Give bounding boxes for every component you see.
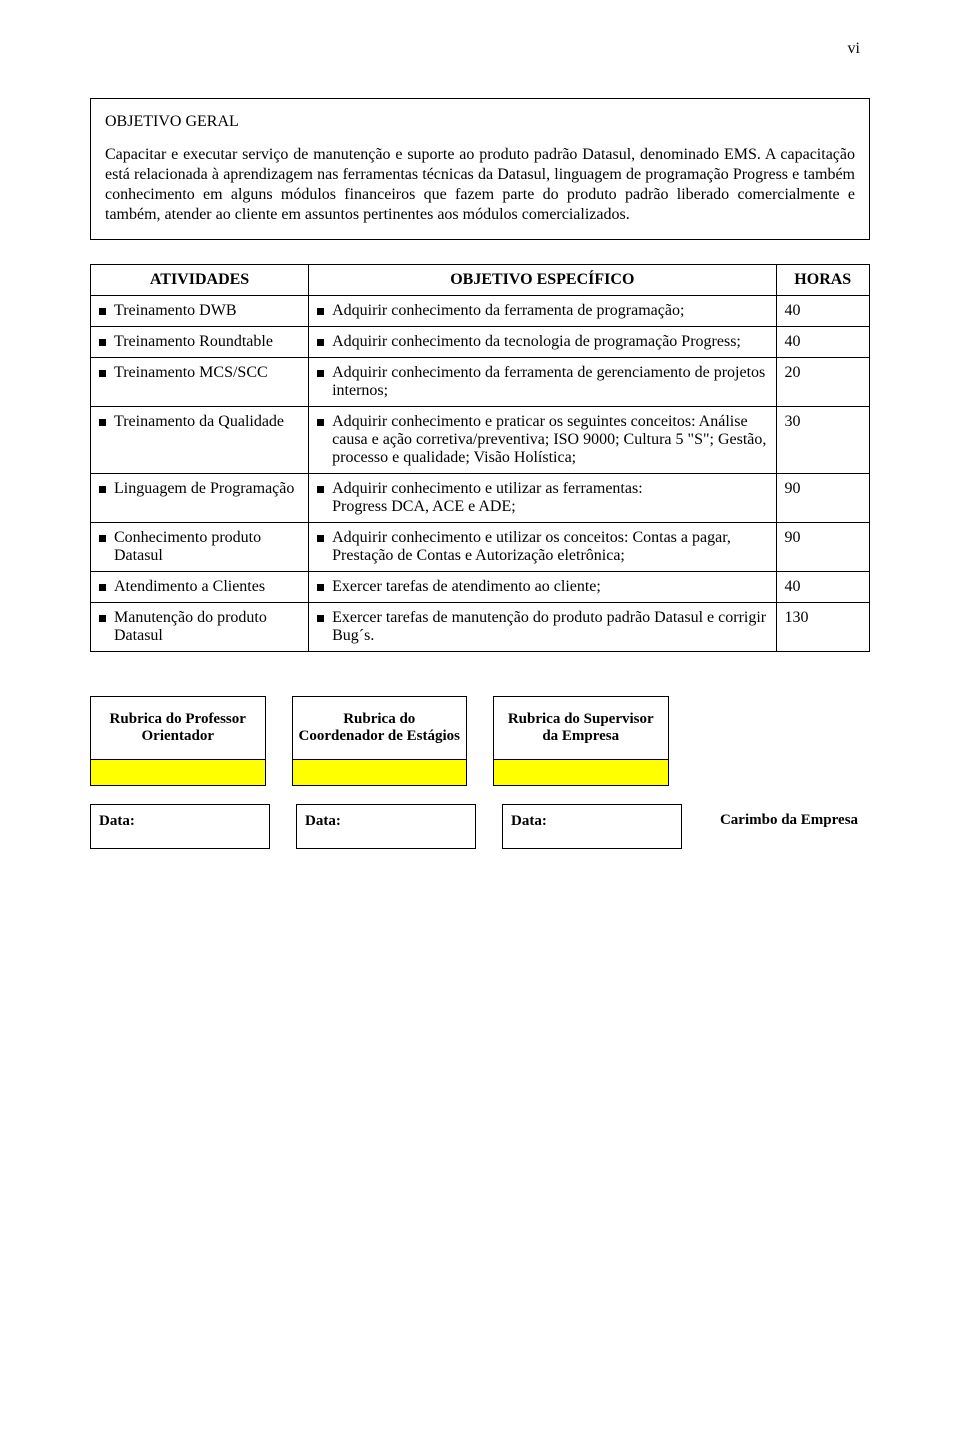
bullet-icon <box>317 370 324 377</box>
signature-label-supervisor: Rubrica do Supervisor da Empresa <box>493 696 669 760</box>
table-row: Treinamento Roundtable Adquirir conhecim… <box>91 327 870 358</box>
activity-label: Conhecimento produto Datasul <box>114 529 300 565</box>
bullet-icon <box>99 308 106 315</box>
table-row: Conhecimento produto Datasul Adquirir co… <box>91 523 870 572</box>
table-row: Treinamento da Qualidade Adquirir conhec… <box>91 407 870 474</box>
signature-highlight <box>90 760 266 786</box>
activity-label: Treinamento DWB <box>114 302 300 320</box>
header-objective: OBJETIVO ESPECÍFICO <box>309 265 776 296</box>
signature-date-field: Data: <box>90 804 270 849</box>
bullet-icon <box>99 419 106 426</box>
objective-text: Exercer tarefas de atendimento ao client… <box>332 578 767 596</box>
bullet-icon <box>99 339 106 346</box>
table-header-row: ATIVIDADES OBJETIVO ESPECÍFICO HORAS <box>91 265 870 296</box>
company-stamp-label: Carimbo da Empresa <box>708 804 870 849</box>
objective-title: OBJETIVO GERAL <box>105 113 855 131</box>
signature-date-field: Data: <box>296 804 476 849</box>
bullet-icon <box>317 308 324 315</box>
hours-value: 20 <box>776 358 869 407</box>
hours-value: 90 <box>776 474 869 523</box>
objective-general-box: OBJETIVO GERAL Capacitar e executar serv… <box>90 98 870 240</box>
activity-label: Treinamento MCS/SCC <box>114 364 300 382</box>
header-hours: HORAS <box>776 265 869 296</box>
activities-table: ATIVIDADES OBJETIVO ESPECÍFICO HORAS Tre… <box>90 264 870 652</box>
bullet-icon <box>317 339 324 346</box>
signature-column-blank <box>695 696 871 786</box>
signature-column: Rubrica do Professor Orientador <box>90 696 266 786</box>
table-row: Linguagem de Programação Adquirir conhec… <box>91 474 870 523</box>
objective-text: Adquirir conhecimento da ferramenta de p… <box>332 302 767 320</box>
bullet-icon <box>317 584 324 591</box>
objective-text: Adquirir conhecimento da tecnologia de p… <box>332 333 767 351</box>
signature-column: Rubrica do Supervisor da Empresa <box>493 696 669 786</box>
bullet-icon <box>317 486 324 493</box>
bullet-icon <box>317 419 324 426</box>
objective-text: Adquirir conhecimento e praticar os segu… <box>332 413 767 467</box>
bullet-icon <box>99 535 106 542</box>
hours-value: 40 <box>776 572 869 603</box>
signature-header-row: Rubrica do Professor Orientador Rubrica … <box>90 696 870 786</box>
table-row: Treinamento DWB Adquirir conhecimento da… <box>91 296 870 327</box>
objective-body: Capacitar e executar serviço de manutenç… <box>105 145 855 225</box>
activity-label: Atendimento a Clientes <box>114 578 300 596</box>
activity-label: Linguagem de Programação <box>114 480 300 498</box>
header-activities: ATIVIDADES <box>91 265 309 296</box>
table-row: Manutenção do produto Datasul Exercer ta… <box>91 603 870 652</box>
bullet-icon <box>317 615 324 622</box>
page-number: vi <box>90 40 870 58</box>
bullet-icon <box>99 370 106 377</box>
signature-label-professor: Rubrica do Professor Orientador <box>90 696 266 760</box>
bullet-icon <box>99 615 106 622</box>
hours-value: 30 <box>776 407 869 474</box>
hours-value: 130 <box>776 603 869 652</box>
hours-value: 40 <box>776 296 869 327</box>
hours-value: 40 <box>776 327 869 358</box>
objective-text: Adquirir conhecimento e utilizar os conc… <box>332 529 767 565</box>
signature-date-field: Data: <box>502 804 682 849</box>
signature-highlight <box>292 760 468 786</box>
objective-text: Adquirir conhecimento da ferramenta de g… <box>332 364 767 400</box>
activity-label: Treinamento Roundtable <box>114 333 300 351</box>
activity-label: Manutenção do produto Datasul <box>114 609 300 645</box>
bullet-icon <box>99 584 106 591</box>
bullet-icon <box>99 486 106 493</box>
table-row: Treinamento MCS/SCC Adquirir conheciment… <box>91 358 870 407</box>
objective-text: Exercer tarefas de manutenção do produto… <box>332 609 767 645</box>
objective-text: Adquirir conhecimento e utilizar as ferr… <box>332 480 767 516</box>
signature-column: Rubrica do Coordenador de Estágios <box>292 696 468 786</box>
bullet-icon <box>317 535 324 542</box>
signature-data-row: Data: Data: Data: Carimbo da Empresa <box>90 804 870 849</box>
document-page: vi OBJETIVO GERAL Capacitar e executar s… <box>0 0 960 889</box>
activity-label: Treinamento da Qualidade <box>114 413 300 431</box>
signature-highlight <box>493 760 669 786</box>
signature-label-coordinator: Rubrica do Coordenador de Estágios <box>292 696 468 760</box>
hours-value: 90 <box>776 523 869 572</box>
table-row: Atendimento a Clientes Exercer tarefas d… <box>91 572 870 603</box>
table-body: Treinamento DWB Adquirir conhecimento da… <box>91 296 870 652</box>
